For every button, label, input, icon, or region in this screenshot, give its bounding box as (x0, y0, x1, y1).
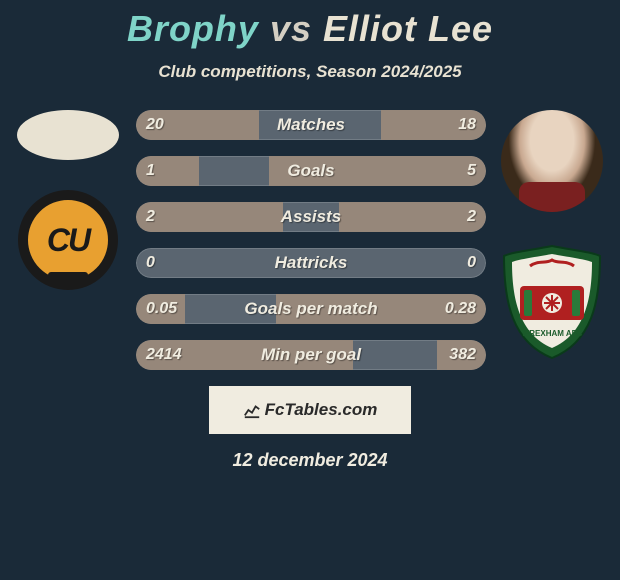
stat-label: Matches (136, 110, 486, 140)
club1-abbr: CU (47, 222, 89, 259)
stat-label: Assists (136, 202, 486, 232)
stat-label: Goals (136, 156, 486, 186)
player2-avatar (501, 110, 603, 212)
stat-row: 0.050.28Goals per match (136, 294, 486, 324)
date-text: 12 december 2024 (0, 450, 620, 471)
club2-badge: WREXHAM AFC (500, 242, 604, 360)
shield-icon: WREXHAM AFC (500, 242, 604, 360)
right-column: WREXHAM AFC (492, 110, 612, 360)
subtitle: Club competitions, Season 2024/2025 (0, 62, 620, 82)
brand-text: FcTables.com (243, 400, 378, 420)
stats-list: 2018Matches 15Goals 22Assists 00Hattricks 0.… (136, 110, 486, 370)
player1-name: Brophy (127, 8, 259, 49)
svg-text:WREXHAM AFC: WREXHAM AFC (522, 329, 583, 338)
stat-row: 00Hattricks (136, 248, 486, 278)
stat-row: 15Goals (136, 156, 486, 186)
page-title: Brophy vs Elliot Lee (0, 8, 620, 50)
brand-box: FcTables.com (209, 386, 411, 434)
left-column: CU (8, 110, 128, 290)
stat-label: Hattricks (136, 248, 486, 278)
stat-label: Goals per match (136, 294, 486, 324)
vs-text: vs (270, 8, 312, 49)
stat-label: Min per goal (136, 340, 486, 370)
brand-label: FcTables.com (265, 400, 378, 420)
club1-circle: CU (18, 190, 118, 290)
stat-row: 22Assists (136, 202, 486, 232)
club1-badge: CU (18, 190, 118, 290)
comparison-card: Brophy vs Elliot Lee Club competitions, … (0, 0, 620, 580)
chart-icon (243, 401, 261, 419)
stat-row: 2414382Min per goal (136, 340, 486, 370)
player2-name: Elliot Lee (323, 8, 493, 49)
stat-row: 2018Matches (136, 110, 486, 140)
player1-avatar (17, 110, 119, 160)
